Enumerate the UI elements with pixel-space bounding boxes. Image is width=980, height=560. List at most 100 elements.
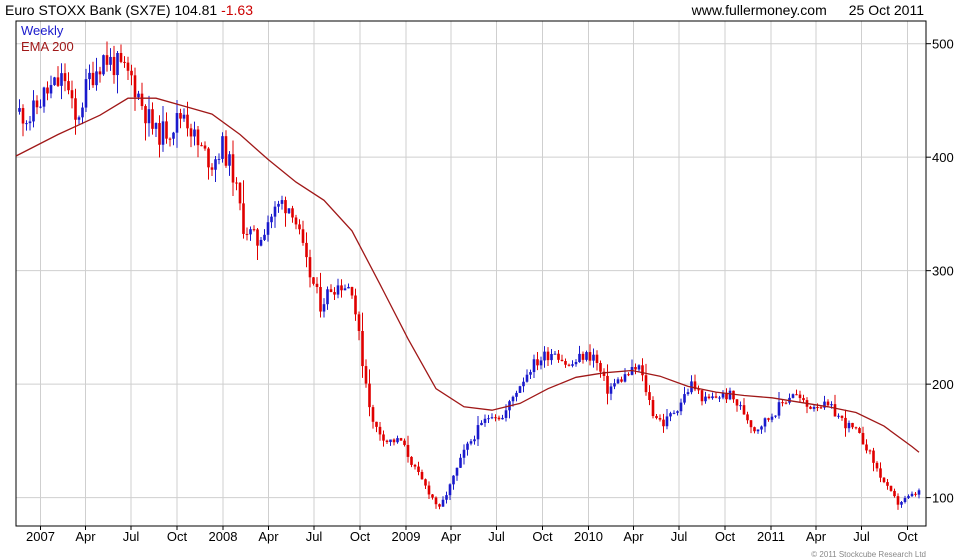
up-candle-body (277, 203, 280, 207)
down-candle-body (350, 286, 354, 296)
down-candle-body (133, 75, 137, 98)
x-tick-label: Jul (123, 529, 140, 544)
up-candle-body (686, 392, 690, 395)
price-change: -1.63 (221, 2, 254, 18)
up-candle-body (88, 72, 91, 80)
up-candle-body (193, 129, 196, 137)
down-candle-body (245, 233, 249, 235)
up-candle-body (217, 158, 221, 160)
up-candle-body (273, 206, 277, 217)
down-candle-body (333, 292, 336, 295)
x-tick-label: Apr (441, 529, 462, 544)
down-candle-body (602, 371, 606, 376)
down-candle-body (368, 383, 371, 408)
down-candle-body (914, 493, 917, 495)
up-candle-body (847, 422, 851, 429)
down-candle-body (546, 351, 550, 361)
down-candle-body (753, 427, 756, 432)
down-candle-body (879, 468, 882, 478)
up-candle-body (326, 289, 329, 305)
down-candle-body (781, 402, 784, 404)
down-candle-body (557, 353, 560, 360)
down-candle-body (189, 128, 193, 137)
up-candle-body (522, 381, 525, 387)
down-candle-body (319, 287, 322, 312)
site-link[interactable]: www.fullermoney.com (691, 2, 827, 18)
down-candle-body (308, 257, 312, 278)
up-candle-body (518, 386, 522, 393)
down-candle-body (165, 121, 168, 139)
down-candle-body (291, 208, 294, 218)
down-candle-body (875, 462, 879, 469)
down-candle-body (865, 444, 868, 451)
up-candle-body (182, 114, 186, 119)
up-candle-body (259, 239, 263, 246)
down-candle-body (854, 427, 858, 429)
x-tick-label: Jul (671, 529, 688, 544)
up-candle-body (578, 353, 581, 363)
up-candle-body (553, 353, 557, 355)
down-candle-body (294, 217, 298, 225)
x-tick-label: Apr (75, 529, 96, 544)
up-candle-body (487, 418, 490, 420)
up-candle-body (739, 405, 742, 407)
up-candle-body (550, 354, 553, 361)
chart-title: Euro STOXX Bank (SX7E) 104.81 -1.63 (5, 1, 253, 19)
down-candle-body (151, 109, 154, 129)
up-candle-body (116, 52, 119, 76)
down-candle-body (140, 93, 144, 107)
down-candle-body (707, 396, 711, 399)
up-candle-body (228, 154, 231, 166)
up-candle-body (837, 415, 840, 417)
down-candle-body (767, 418, 770, 420)
up-candle-body (214, 159, 217, 170)
down-candle-body (606, 375, 609, 394)
down-candle-body (434, 497, 438, 505)
up-candle-body (445, 495, 448, 500)
up-candle-body (448, 484, 452, 496)
up-candle-body (109, 56, 112, 65)
up-candle-body (525, 374, 529, 382)
down-candle-body (231, 154, 235, 183)
down-candle-body (315, 283, 319, 288)
up-candle-body (476, 425, 480, 440)
down-candle-body (74, 98, 77, 120)
down-candle-body (200, 145, 203, 147)
x-tick-label: 2007 (26, 529, 55, 544)
down-candle-body (371, 407, 375, 422)
down-candle-body (749, 420, 753, 428)
down-candle-body (809, 406, 812, 409)
down-candle-body (70, 90, 74, 99)
up-candle-body (490, 417, 494, 419)
up-candle-body (791, 394, 795, 398)
y-tick-label: 100 (932, 491, 954, 506)
x-tick-label: 2010 (574, 529, 603, 544)
down-candle-body (746, 414, 749, 421)
down-candle-body (438, 504, 441, 507)
down-candle-body (123, 61, 126, 63)
up-candle-body (473, 439, 476, 442)
copyright-credit: © 2011 Stockcube Research Ltd (811, 550, 926, 559)
down-candle-body (816, 407, 819, 409)
down-candle-body (798, 394, 802, 399)
up-candle-body (462, 449, 466, 458)
down-candle-body (357, 314, 361, 331)
up-candle-body (571, 364, 574, 366)
up-candle-body (347, 286, 350, 289)
instrument-name: Euro STOXX Bank (SX7E) (5, 2, 171, 18)
up-candle-body (501, 417, 504, 420)
down-candle-body (305, 242, 308, 258)
down-candle-body (91, 72, 95, 86)
x-tick-label: Oct (897, 529, 918, 544)
x-tick-label: Oct (715, 529, 736, 544)
up-candle-body (623, 374, 627, 382)
down-candle-body (634, 367, 637, 370)
legend-weekly: Weekly (21, 23, 64, 38)
up-candle-body (910, 493, 914, 497)
down-candle-body (868, 450, 872, 452)
up-candle-body (60, 73, 63, 86)
down-candle-body (858, 428, 861, 433)
down-candle-body (889, 485, 893, 491)
up-candle-body (466, 443, 469, 450)
